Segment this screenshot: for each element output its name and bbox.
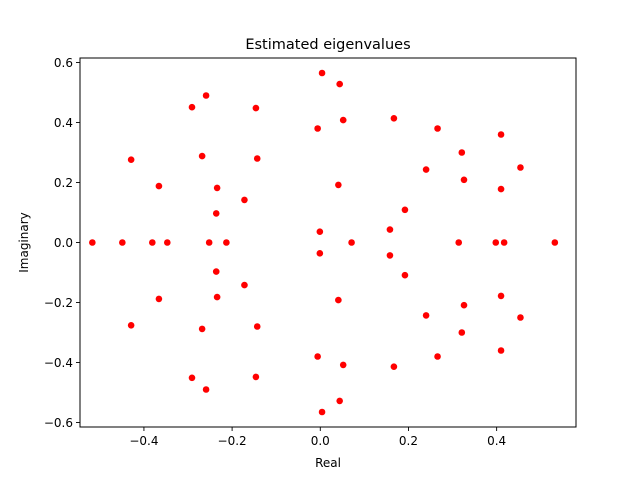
eigenvalue-point xyxy=(401,271,409,279)
y-axis-label: Imaginary xyxy=(17,212,31,273)
eigenvalue-point xyxy=(497,347,505,354)
y-tick-label: −0.2 xyxy=(44,296,73,310)
eigenvalue-point xyxy=(492,239,500,246)
y-tick-label: 0.4 xyxy=(54,116,73,130)
eigenvalue-point xyxy=(497,292,505,300)
eigenvalue-point xyxy=(241,281,248,289)
eigenvalue-point xyxy=(212,268,220,275)
x-tick-label: −0.2 xyxy=(218,434,247,448)
eigenvalue-point xyxy=(202,92,210,99)
eigenvalue-point xyxy=(336,397,343,405)
y-axis-ticks: −0.6 −0.4 −0.2 0.0 0.2 0.4 0.6 xyxy=(44,56,80,430)
y-tick-label: −0.4 xyxy=(44,356,73,370)
eigenvalue-point xyxy=(318,69,326,77)
points-layer xyxy=(89,69,559,416)
eigenvalue-point xyxy=(460,301,468,309)
eigenvalue-point xyxy=(213,293,221,301)
eigenvalue-point xyxy=(316,228,324,235)
eigenvalue-point xyxy=(252,373,260,381)
eigenvalue-point xyxy=(318,408,326,416)
eigenvalue-point xyxy=(164,239,171,246)
eigenvalue-point xyxy=(253,323,261,330)
x-tick-label: 0.2 xyxy=(399,434,418,448)
chart-title: Estimated eigenvalues xyxy=(245,37,410,53)
eigenvalue-point xyxy=(348,239,355,246)
eigenvalue-point xyxy=(212,210,220,217)
eigenvalue-point xyxy=(390,363,398,371)
eigenvalue-point xyxy=(458,149,466,156)
eigenvalue-point xyxy=(198,325,206,333)
x-tick-label: 0.4 xyxy=(487,434,506,448)
eigenvalue-point xyxy=(335,181,342,189)
eigenvalue-point xyxy=(213,184,221,192)
eigenvalue-point xyxy=(339,116,347,124)
eigenvalue-point xyxy=(386,226,394,233)
eigenvalue-point xyxy=(497,185,505,193)
eigenvalue-point xyxy=(551,239,559,246)
eigenvalue-point xyxy=(339,361,347,369)
x-tick-label: −0.4 xyxy=(129,434,158,448)
eigenvalue-point xyxy=(202,386,210,393)
eigenvalue-point xyxy=(316,250,324,257)
eigenvalue-point xyxy=(127,156,135,163)
y-tick-label: 0.2 xyxy=(54,176,73,190)
eigenvalue-point xyxy=(517,314,524,321)
x-tick-label: 0.0 xyxy=(311,434,330,448)
x-axis-label: Real xyxy=(315,456,341,470)
eigenvalue-point xyxy=(253,155,261,162)
eigenvalue-point xyxy=(434,125,441,132)
eigenvalue-point xyxy=(500,239,508,246)
eigenvalue-point xyxy=(241,196,248,204)
y-tick-label: −0.6 xyxy=(44,416,73,430)
eigenvalue-point xyxy=(517,164,524,171)
eigenvalue-point xyxy=(314,353,321,360)
y-tick-label: 0.0 xyxy=(54,236,73,250)
eigenvalue-point xyxy=(314,125,321,132)
eigenvalue-point xyxy=(188,103,196,111)
eigenvalue-point xyxy=(458,329,466,336)
eigenvalue-point xyxy=(252,104,260,112)
eigenvalue-point xyxy=(422,166,430,173)
eigenvalue-point xyxy=(149,239,156,246)
eigenvalue-point xyxy=(386,252,394,259)
eigenvalue-point xyxy=(205,239,213,246)
eigenvalue-point xyxy=(89,239,96,246)
eigenvalue-point xyxy=(401,206,409,214)
eigenvalue-point xyxy=(335,296,342,304)
y-tick-label: 0.6 xyxy=(54,56,73,70)
eigenvalue-point xyxy=(119,239,126,246)
eigenvalue-point xyxy=(455,239,463,246)
eigenvalue-point xyxy=(155,182,163,190)
eigenvalue-point xyxy=(155,295,163,303)
eigenvalue-point xyxy=(198,152,206,160)
eigenvalue-point xyxy=(188,374,196,382)
eigenvalue-point xyxy=(422,312,430,319)
eigenvalue-point xyxy=(127,322,135,329)
eigenvalue-point xyxy=(223,239,230,246)
eigenvalue-point xyxy=(497,131,505,138)
eigenvalue-point xyxy=(336,80,343,88)
x-axis-ticks: −0.4 −0.2 0.0 0.2 0.4 xyxy=(129,427,506,448)
eigenvalue-point xyxy=(460,176,468,184)
eigenvalue-point xyxy=(390,115,398,122)
eigenvalue-point xyxy=(434,353,441,360)
